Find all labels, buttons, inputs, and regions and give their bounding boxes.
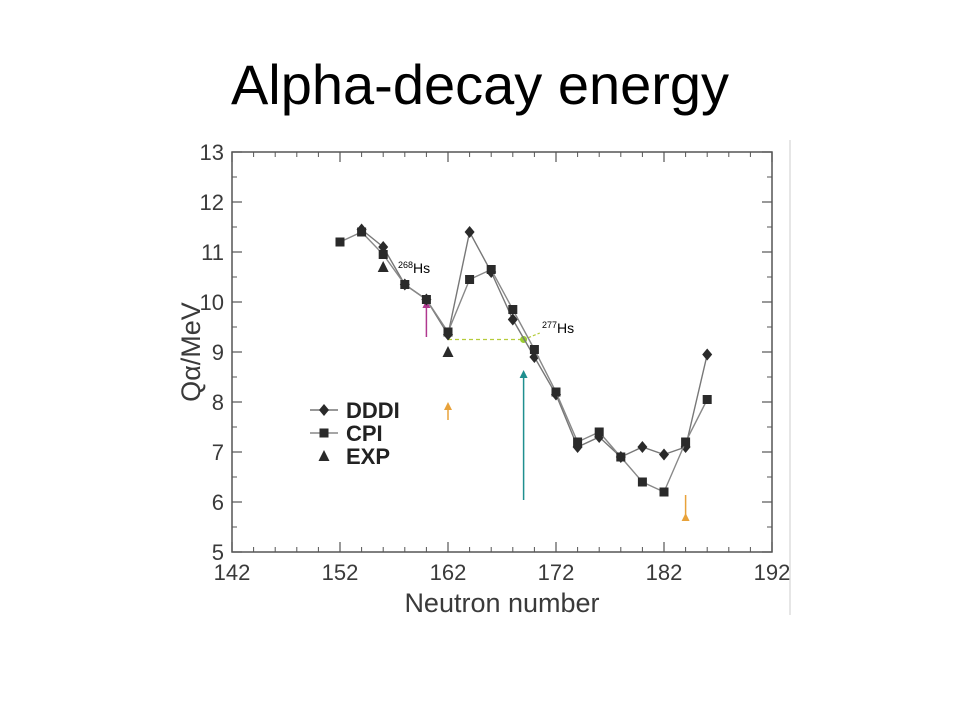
y-tick-label: 10 [200,290,224,315]
legend-item-cpi: CPI [310,421,383,446]
data-point-cpi [335,237,345,247]
arrow-head [444,402,452,410]
data-point-cpi [594,427,604,437]
series-cpi [335,227,712,497]
isotope-symbol: Hs [557,320,574,336]
data-point-dddi [507,313,518,326]
x-tick-label: 182 [646,560,683,585]
marker-arrow [444,402,452,420]
page-title: Alpha-decay energy [230,53,730,116]
marker-arrow [681,495,690,521]
y-tick-label: 5 [212,540,224,565]
y-tick-label: 13 [200,140,224,165]
data-point-cpi [357,227,367,237]
y-tick-label: 8 [212,390,224,415]
arrow-head [519,370,528,378]
y-tick-label: 11 [201,240,224,265]
y-tick-label: 7 [212,440,224,465]
data-point-cpi [378,250,388,259]
x-tick-label: 192 [754,560,791,585]
data-point-dddi [637,441,648,453]
marker-arrow [422,300,431,337]
data-point-cpi [573,437,583,447]
plot-border [231,151,773,553]
data-point-cpi [637,477,647,487]
data-point-cpi [508,305,518,314]
legend-label: EXP [346,444,390,469]
legend-label: DDDI [346,398,400,423]
legend-marker [319,428,329,438]
data-point-dddi [702,348,713,361]
data-point-cpi [421,295,431,304]
data-point-dddi [659,448,669,461]
legend-marker [319,404,329,416]
isotope-label: 268Hs [398,260,430,276]
series-lines [335,223,713,497]
data-point-cpi [529,345,539,354]
x-tick-label: 162 [430,560,467,585]
data-point-cpi [616,452,626,462]
x-tick-label: 152 [322,560,359,585]
legend-item-dddi: DDDI [310,398,400,423]
y-axis-label: Qα/MeV [176,302,206,402]
data-point-cpi [551,387,561,397]
isotope-symbol: Hs [413,260,430,276]
x-tick-label: 142 [214,560,251,585]
y-tick-label: 12 [200,190,224,215]
data-point-cpi [465,275,475,284]
arrow-head [681,513,690,521]
data-point-cpi [443,327,453,337]
plot-frame [231,140,791,615]
legend-marker [318,450,330,461]
data-point-cpi [702,395,712,404]
axis-ticks: 5 6 7 8 9 10 11 12 13 142 152 162 172 182 192 [200,140,791,585]
x-tick-label: 172 [538,560,575,585]
isotope-label: 277Hs [542,320,574,336]
legend-label: CPI [346,421,383,446]
y-tick-label: 6 [212,490,224,515]
y-tick-label: 9 [212,340,224,365]
data-point-cpi [400,280,410,289]
data-point-cpi [681,437,691,447]
isotope-mass: 277 [542,320,557,330]
data-point-cpi [659,487,669,497]
data-point-exp [442,346,454,357]
isotope-mass: 268 [398,260,413,270]
legend-item-exp: EXP [318,444,390,469]
marker-arrow [519,370,528,500]
data-point-exp [377,261,389,272]
x-axis-label: Neutron number [404,588,599,618]
data-point-dddi [464,226,475,238]
series-exp [377,261,454,357]
data-point-cpi [486,265,496,274]
